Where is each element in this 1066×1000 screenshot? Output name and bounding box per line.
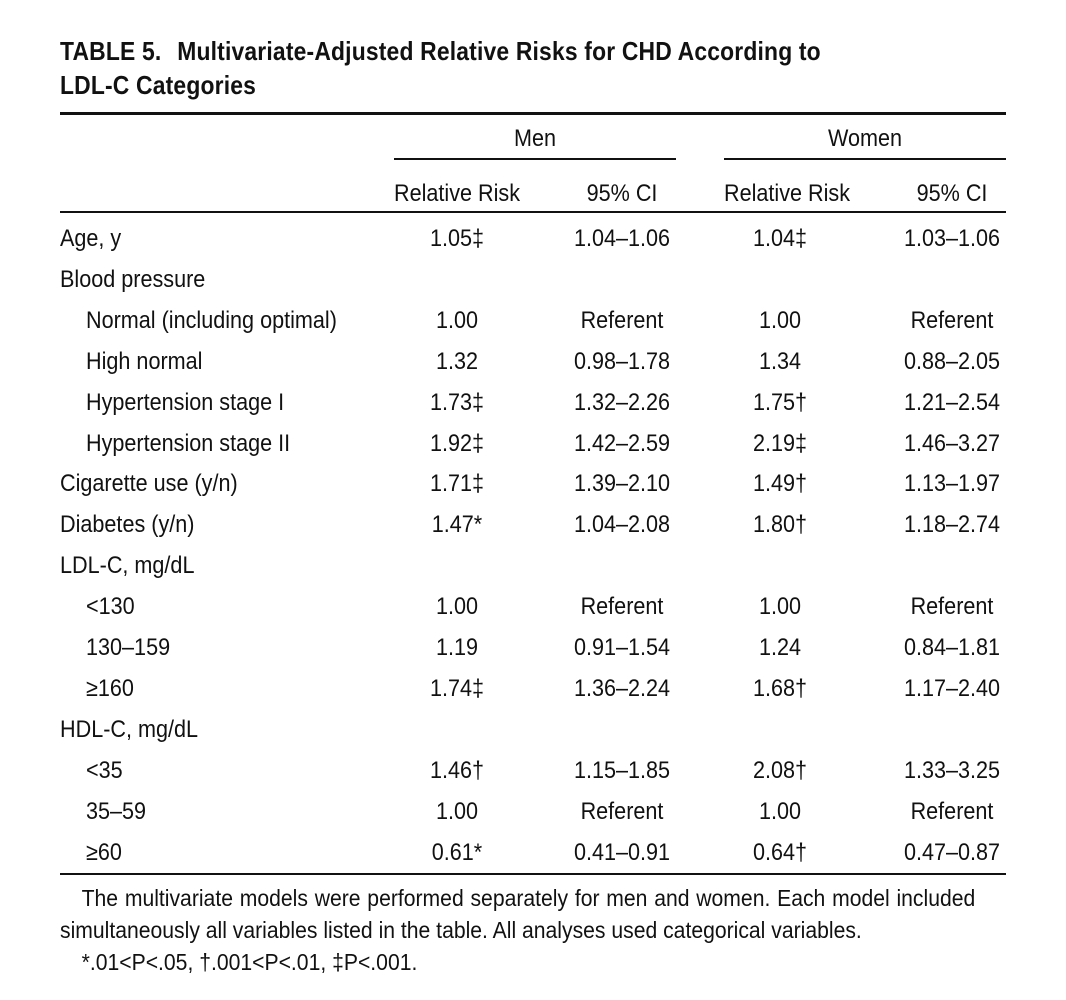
column-header-women-relative-risk: Relative Risk <box>723 180 851 207</box>
cell-men-relative-risk: 1.00 <box>435 797 479 825</box>
group-header-women: Women <box>827 125 903 152</box>
row-label: Hypertension stage II <box>86 429 291 457</box>
cell-men-ci: 0.98–1.78 <box>573 347 671 375</box>
cell-men-ci: 1.15–1.85 <box>573 756 671 784</box>
cell-men-ci: 1.36–2.24 <box>573 674 671 702</box>
row-label: ≥60 <box>86 838 122 866</box>
cell-women-relative-risk: 1.24 <box>758 634 802 661</box>
group-header-men: Men <box>513 125 557 152</box>
table-header-rule <box>60 211 1006 213</box>
row-label: Hypertension stage I <box>86 388 285 416</box>
cell-women-ci: 0.47–0.87 <box>903 838 1001 866</box>
cell-men-ci: 1.39–2.10 <box>573 470 671 498</box>
cell-women-ci: 1.18–2.74 <box>903 511 1001 539</box>
row-label: HDL-C, mg/dL <box>60 715 199 743</box>
cell-men-relative-risk: 1.32 <box>435 347 479 375</box>
cell-women-relative-risk: 1.00 <box>758 306 802 334</box>
cell-women-ci: Referent <box>910 797 994 825</box>
table-bottom-rule <box>60 873 1006 875</box>
cell-men-relative-risk: 1.73‡ <box>429 388 485 416</box>
cell-women-ci: 1.17–2.40 <box>903 674 1001 702</box>
cell-men-ci: 1.42–2.59 <box>573 429 671 457</box>
footnote-line-2: simultaneously all variables listed in t… <box>60 917 862 943</box>
row-label: 130–159 <box>86 634 171 661</box>
cell-men-relative-risk: 1.05‡ <box>429 225 485 252</box>
row-label: Age, y <box>60 225 122 252</box>
cell-men-ci: 0.41–0.91 <box>573 838 671 866</box>
cell-women-ci: 1.46–3.27 <box>903 429 1001 457</box>
cell-women-ci: 1.03–1.06 <box>903 225 1001 252</box>
table-title-text-1: Multivariate-Adjusted Relative Risks for… <box>177 36 821 66</box>
cell-men-relative-risk: 1.47* <box>431 511 483 539</box>
cell-women-relative-risk: 1.04‡ <box>752 225 808 252</box>
column-header-men-relative-risk: Relative Risk <box>393 180 521 207</box>
cell-women-ci: 0.84–1.81 <box>903 634 1001 661</box>
cell-women-ci: Referent <box>910 306 994 334</box>
row-label: Diabetes (y/n) <box>60 511 195 539</box>
cell-women-relative-risk: 1.75† <box>752 388 808 416</box>
cell-women-relative-risk: 1.49† <box>752 470 808 498</box>
table-title-line-2: LDL-C Categories <box>60 70 257 100</box>
cell-women-relative-risk: 1.68† <box>752 674 808 702</box>
cell-men-ci: 1.04–2.08 <box>573 511 671 539</box>
row-label: ≥160 <box>86 674 134 702</box>
cell-men-ci: Referent <box>580 593 664 621</box>
table-footnote: The multivariate models were performed s… <box>60 882 1005 978</box>
cell-women-ci: Referent <box>910 593 994 621</box>
cell-men-ci: 1.04–1.06 <box>573 225 671 252</box>
cell-women-relative-risk: 2.08† <box>752 756 808 784</box>
cell-men-relative-risk: 0.61* <box>431 838 483 866</box>
cell-men-ci: Referent <box>580 306 664 334</box>
table-title-line-1: TABLE 5. Multivariate-Adjusted Relative R… <box>60 34 887 68</box>
cell-women-ci: 1.33–3.25 <box>903 756 1001 784</box>
footnote-line-3: *.01<P<.05, †.001<P<.01, ‡P<.001. <box>81 949 418 975</box>
cell-men-relative-risk: 1.74‡ <box>429 674 485 702</box>
cell-men-ci: 1.32–2.26 <box>573 388 671 416</box>
cell-men-relative-risk: 1.71‡ <box>429 470 485 498</box>
row-label: <130 <box>86 593 135 621</box>
cell-women-relative-risk: 2.19‡ <box>752 429 808 457</box>
row-label: <35 <box>86 756 123 784</box>
cell-women-relative-risk: 0.64† <box>752 838 808 866</box>
cell-women-relative-risk: 1.34 <box>758 347 802 375</box>
table-top-rule <box>60 112 1006 115</box>
cell-women-relative-risk: 1.80† <box>752 511 808 539</box>
cell-women-ci: 1.13–1.97 <box>903 470 1001 498</box>
column-header-men-ci: 95% CI <box>586 180 658 207</box>
cell-men-relative-risk: 1.00 <box>435 593 479 621</box>
table-title: TABLE 5. Multivariate-Adjusted Relative R… <box>60 34 887 102</box>
women-group-underline <box>724 158 1006 160</box>
row-label: 35–59 <box>86 797 147 825</box>
cell-men-relative-risk: 1.46† <box>429 756 485 784</box>
cell-men-ci: Referent <box>580 797 664 825</box>
cell-men-relative-risk: 1.00 <box>435 306 479 334</box>
cell-women-relative-risk: 1.00 <box>758 593 802 621</box>
row-label: LDL-C, mg/dL <box>60 552 195 580</box>
column-header-women-ci: 95% CI <box>916 180 988 207</box>
men-group-underline <box>394 158 676 160</box>
cell-men-relative-risk: 1.19 <box>435 634 479 661</box>
cell-women-ci: 0.88–2.05 <box>903 347 1001 375</box>
row-label: Normal (including optimal) <box>86 306 337 334</box>
table-label: TABLE 5. <box>60 36 162 66</box>
footnote-line-1: The multivariate models were performed s… <box>81 885 976 911</box>
cell-men-ci: 0.91–1.54 <box>573 634 671 661</box>
cell-men-relative-risk: 1.92‡ <box>429 429 485 457</box>
row-label: High normal <box>86 347 203 375</box>
row-label: Cigarette use (y/n) <box>60 470 238 498</box>
cell-women-ci: 1.21–2.54 <box>903 388 1001 416</box>
row-label: Blood pressure <box>60 265 206 293</box>
cell-women-relative-risk: 1.00 <box>758 797 802 825</box>
